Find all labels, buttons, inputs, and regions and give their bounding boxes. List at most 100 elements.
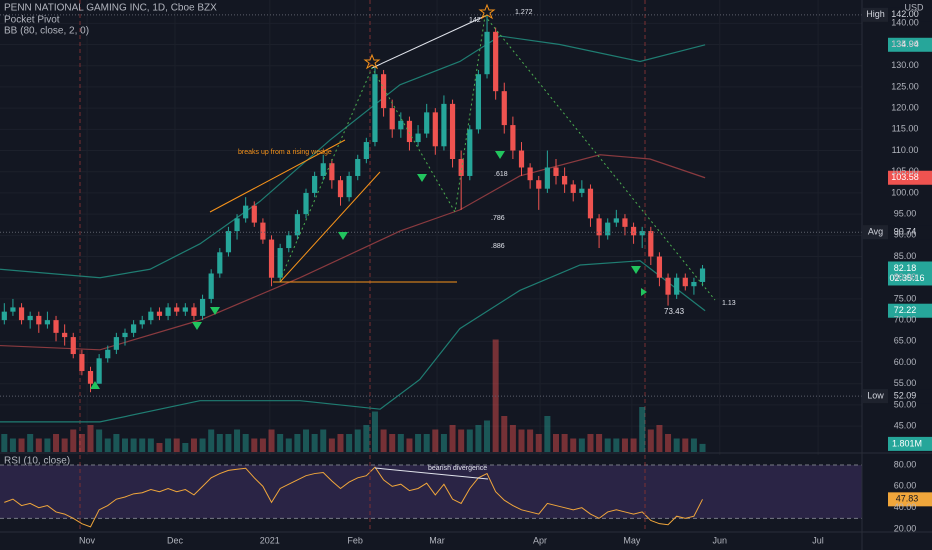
pivot-marker [641,288,647,296]
star [363,53,381,70]
x-tick-label: Feb [347,535,363,545]
candle-body [501,91,507,126]
volume-bar [544,416,551,452]
candle-body [570,184,576,193]
volume-bar [621,438,628,452]
candle-body [1,311,7,321]
marker-box [888,225,932,240]
candle-body [553,167,559,176]
marker-label: 142.00 [891,9,919,19]
volume-label-box [888,436,932,451]
x-tick-label: Dec [167,535,184,545]
pivot-marker [210,307,220,315]
volume-bar [337,434,344,452]
candle-body [36,315,42,325]
candle-body [148,311,154,321]
drawings [209,3,716,301]
volume-bar [527,429,534,452]
x-tick-label: Jun [713,535,728,545]
volume-bar [139,438,146,452]
volume-bar [449,425,456,452]
volume-bar [647,429,654,452]
volume-bar [682,438,689,452]
indicator-label: BB (80, close, 2, 0) [4,26,89,37]
volume-bar [328,438,335,452]
candle-body [329,163,335,181]
y-tick-label: 130.00 [891,60,919,70]
rsi-label-box [888,492,932,507]
rsi-line [4,466,703,528]
candle-body [217,252,223,274]
marker-box [888,170,932,185]
x-tick-label: May [623,535,641,545]
volume-bar [251,438,258,452]
volume-bar [311,434,318,452]
x-tick-label: Jul [812,535,824,545]
x-tick-label: Apr [533,535,547,545]
volume-bar [147,438,154,452]
candle-body [527,167,533,181]
volume-bar [208,429,215,452]
volume-bar [613,438,620,452]
volume-bar [570,438,577,452]
y-tick-label: 50.00 [894,399,917,409]
candle-body [199,298,206,316]
y-tick-label: 75.00 [894,293,917,303]
pivot-marker [192,322,202,330]
pivot-marker [495,151,505,159]
candle-body [363,142,369,160]
volume-bar [371,411,378,452]
volume-bar [182,443,189,452]
candle-body [656,256,663,278]
candle-body [225,231,232,253]
volume-bar [415,434,422,452]
volume-bar [234,429,241,452]
rsi-tick-label: 20.00 [894,523,917,533]
volume [1,339,706,452]
candle-body [536,180,542,189]
candle-body [346,175,352,198]
marker-name: Avg [868,227,883,237]
rsi-background [0,464,862,528]
indicator-label: Pocket Pivot [4,15,60,26]
candle-body [156,311,163,316]
volume-bar [596,434,603,452]
candle-body [131,324,137,333]
volume-bar [53,434,60,452]
volume-bar [578,438,585,452]
marker-label: 52.09 [894,390,917,400]
volume-bar [656,425,663,452]
candle-body [665,277,671,295]
volume-bar [96,429,103,452]
wedge-line [279,171,381,283]
rsi-title: RSI (10, close) [4,456,70,467]
candle-body [587,188,594,219]
volume-bar [259,438,266,452]
volume-bar [587,434,594,452]
volume-bar [458,429,465,452]
y-tick-label: 60.00 [894,357,917,367]
volume-bar [466,429,473,452]
marker-name-box [863,7,888,22]
volume-bar [440,434,447,452]
candle-body [182,307,188,312]
candle-body [648,231,654,257]
candle-body [484,31,490,75]
volume-bar [518,429,525,452]
wedge-line [209,139,346,213]
y-tick-label: 100.00 [891,187,919,197]
candle-body [389,108,395,130]
annotation: bearish divergence [428,465,487,472]
volume-bar [509,425,516,452]
y-tick-label: 135.00 [891,39,919,49]
candle-body [174,307,180,312]
volume-bar [561,434,568,452]
volume-bar [303,429,310,452]
y-tick-label: 65.00 [894,336,917,346]
marker-label: 82.18 [894,263,917,273]
volume-bar [552,434,559,452]
volume-bar [380,429,387,452]
volume-bar [501,416,508,452]
volume-bar [285,438,292,452]
